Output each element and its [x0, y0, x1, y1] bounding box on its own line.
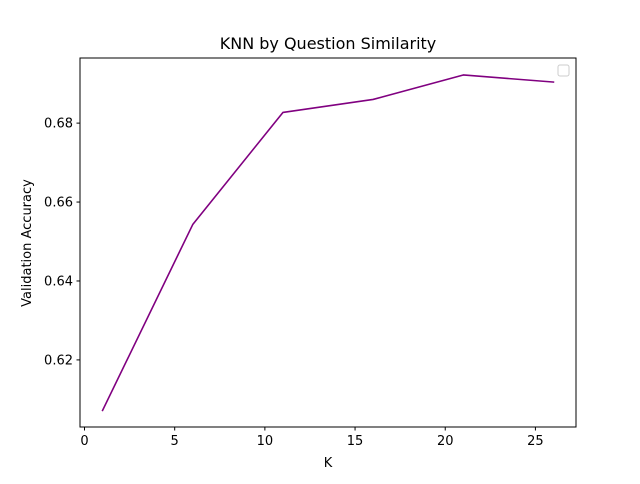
y-tick-label: 0.64	[44, 274, 73, 289]
x-tick-label: 5	[171, 434, 179, 449]
y-axis-label: Validation Accuracy	[20, 179, 35, 307]
y-tick-label: 0.66	[44, 196, 73, 211]
legend-box	[557, 64, 570, 77]
series-layer	[101, 74, 555, 412]
series-line	[101, 74, 555, 412]
y-tick-label: 0.62	[44, 353, 73, 368]
x-tick-label: 15	[347, 434, 364, 449]
plot-frame	[79, 57, 577, 428]
x-axis-ticks: 0 5 10 15 20 25	[80, 427, 544, 449]
x-axis-label: K	[324, 456, 333, 471]
y-axis-ticks: 0.62 0.64 0.66 0.68	[44, 117, 80, 368]
x-tick-label: 0	[80, 434, 88, 449]
y-tick-label: 0.68	[44, 117, 73, 132]
chart-title: KNN by Question Similarity	[220, 34, 437, 53]
x-tick-label: 25	[527, 434, 544, 449]
x-tick-label: 20	[437, 434, 454, 449]
x-tick-label: 10	[257, 434, 274, 449]
